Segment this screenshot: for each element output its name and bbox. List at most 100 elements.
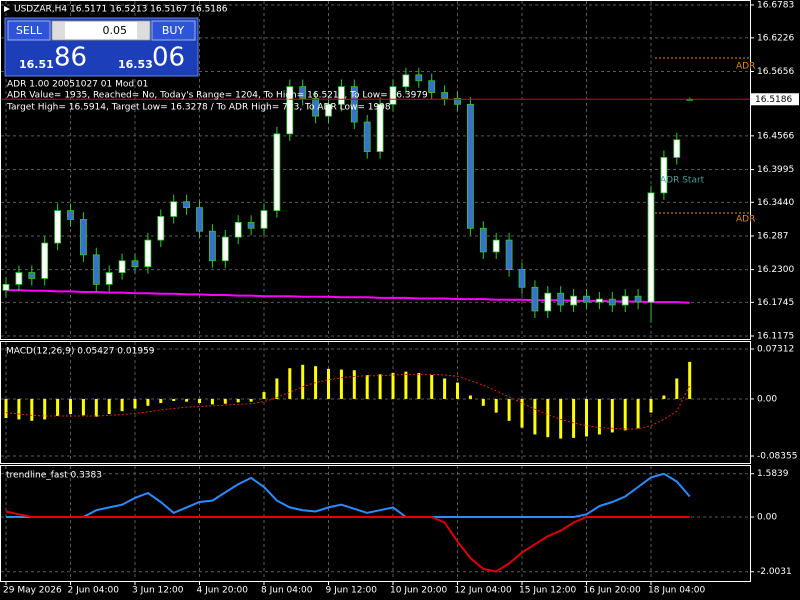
lot-input[interactable] — [51, 20, 151, 41]
candle-body — [673, 139, 681, 158]
y-tick-label: -2.0031 — [757, 567, 792, 577]
y-tick-label: 16.4566 — [757, 131, 794, 141]
candle-body — [247, 221, 255, 229]
candle-body — [621, 295, 629, 306]
macd-bar — [391, 372, 395, 399]
macd-bar — [69, 398, 72, 414]
x-tick-label: 18 Jun 04:00 — [648, 586, 705, 596]
series-line — [6, 472, 691, 518]
x-tick-label: 12 Jun 04:00 — [455, 586, 512, 596]
candle-body — [557, 292, 565, 306]
candle-body — [660, 157, 668, 194]
sell-button[interactable] — [7, 20, 51, 41]
candle-body — [454, 98, 461, 105]
y-tick-label: 1.5839 — [757, 469, 789, 479]
x-tick-label: 16 Jun 20:00 — [584, 586, 641, 596]
candle-body — [570, 295, 577, 306]
candle-body — [80, 219, 87, 256]
x-tick-label: 29 May 2026 — [3, 586, 62, 596]
x-tick-label: 8 Jun 04:00 — [261, 586, 313, 596]
macd-bar — [275, 378, 279, 399]
macd-bar — [417, 372, 421, 399]
x-tick-label: 10 Jun 20:00 — [390, 586, 447, 596]
candle-body — [183, 201, 191, 209]
buy-label[interactable]: BUY — [162, 24, 185, 37]
candle-body — [428, 80, 436, 93]
y-tick-label: 16.6783 — [757, 1, 794, 11]
macd-bar — [159, 398, 163, 404]
candle-body — [118, 260, 126, 273]
y-tick-label: 16.6226 — [757, 33, 794, 43]
candle-body — [273, 133, 281, 211]
buy-button[interactable] — [151, 20, 196, 41]
lot-up[interactable] — [137, 22, 149, 39]
sell-label[interactable]: SELL — [16, 24, 43, 37]
macd-bar — [249, 398, 253, 402]
macd-bar — [468, 395, 472, 399]
macd-bar — [81, 398, 85, 416]
macd-bar — [494, 398, 498, 413]
annotation: ADR Value= 1935, Reached= No, Today's Ra… — [7, 91, 428, 101]
lot-down[interactable] — [53, 22, 65, 39]
x-tick-label: 4 Jun 20:00 — [197, 586, 249, 596]
bid-big: 86 — [54, 43, 87, 73]
candle-body — [234, 221, 242, 238]
macd-bar — [597, 398, 601, 435]
lot-value[interactable]: 0.05 — [103, 24, 128, 37]
macd-bar — [481, 398, 485, 406]
macd-bar — [572, 398, 576, 438]
candle-body — [67, 210, 74, 220]
y-tick-label: 16.3440 — [757, 198, 794, 208]
pane-border — [0, 341, 751, 464]
candle-body — [596, 298, 603, 303]
candle-body — [608, 298, 616, 306]
y-tick-label: 16.1745 — [757, 298, 794, 308]
y-tick-label: 16.2300 — [757, 265, 794, 275]
macd-bar — [327, 368, 330, 399]
candle-body — [583, 295, 590, 303]
y-tick-label: 16.1175 — [757, 332, 794, 342]
ask-big: 06 — [152, 43, 185, 73]
candle-body — [41, 242, 49, 279]
candle-body — [208, 230, 216, 262]
candle-body — [299, 86, 307, 99]
macd-bar — [675, 378, 679, 399]
macd-bar — [56, 398, 60, 417]
candle-body — [54, 210, 61, 244]
y-tick-label: 0.07312 — [757, 344, 794, 354]
macd-bar — [352, 370, 356, 399]
annotation: ADR 1.00 20051027 01 Mod 01 — [7, 80, 148, 90]
candle-body — [647, 192, 655, 303]
bid-small: 16.51 — [19, 58, 54, 71]
candle-body — [312, 98, 320, 117]
macd-bar — [636, 398, 640, 429]
macd-bar — [43, 398, 47, 420]
trade-panel: SELL 0.05 BUY 16.51 86 16.53 06 — [4, 17, 199, 77]
macd-bar — [378, 374, 382, 399]
candle-body — [221, 236, 229, 262]
candle-body — [544, 292, 552, 312]
candle-body — [105, 272, 113, 285]
macd-bar — [662, 395, 666, 399]
macd-bar — [146, 398, 150, 406]
series-line — [5, 373, 691, 430]
candle-body — [531, 286, 539, 312]
candle-body — [92, 254, 100, 285]
macd-bar — [17, 398, 21, 420]
annotation: ADR — [736, 62, 755, 72]
macd-bar — [301, 364, 305, 399]
candle-body — [376, 103, 384, 152]
candle-body — [492, 239, 500, 253]
price-box — [751, 93, 799, 106]
annotation: ADR — [736, 215, 755, 225]
macd-bar — [533, 398, 537, 435]
macd-bar — [198, 398, 201, 404]
y-tick-label: 16.3995 — [757, 165, 794, 175]
macd-bar — [120, 398, 124, 412]
macd-bar — [546, 398, 550, 438]
y-tick-label: 16.5656 — [757, 67, 794, 77]
chart-title: USDZAR,H4 16.5171 16.5213 16.5167 16.518… — [14, 5, 228, 15]
candle-body — [260, 210, 268, 229]
macd-bar — [443, 378, 447, 399]
